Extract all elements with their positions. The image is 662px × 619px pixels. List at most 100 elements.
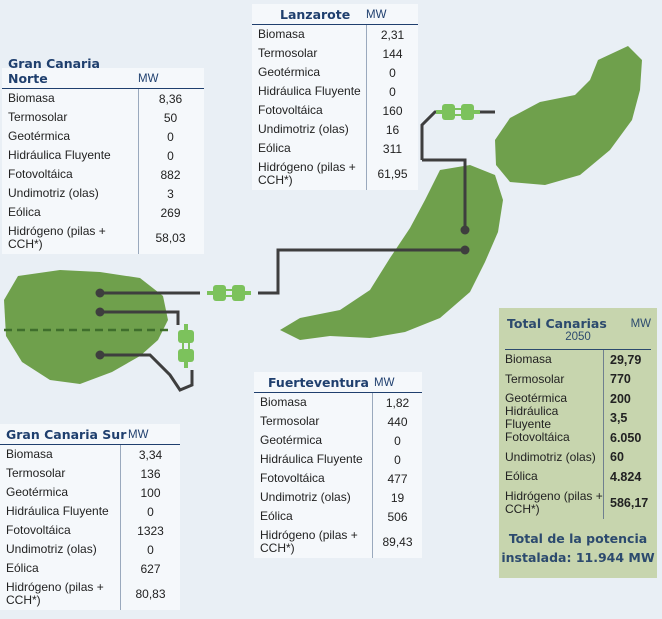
table-row: Biomasa 2,31 xyxy=(252,25,418,44)
row-value: 311 xyxy=(366,139,418,158)
unit-label: MW xyxy=(630,318,651,330)
row-label: Hidrógeno (pilas + CCH*) xyxy=(8,224,106,251)
row-label: Hidrógeno (pilas + CCH*) xyxy=(6,580,104,607)
row-value: 61,95 xyxy=(366,158,418,190)
row-label: Biomasa xyxy=(505,352,552,367)
table-row: Hidrógeno (pilas + CCH*) 586,17 xyxy=(505,486,651,519)
row-label: Fotovoltáica xyxy=(6,523,71,537)
row-label: Biomasa xyxy=(258,27,305,41)
row-label: Hidráulica Fluyente xyxy=(8,148,111,162)
table-total-canarias: Total Canarias MW 2050 Biomasa 29,79 Termos… xyxy=(499,308,657,578)
row-value: 882 xyxy=(138,165,202,184)
table-row: Termosolar 50 xyxy=(2,108,204,127)
table-title: Lanzarote xyxy=(280,7,351,22)
table-row: Hidráulica Fluyente 0 xyxy=(2,146,204,165)
gran-canaria-island xyxy=(4,270,168,384)
row-label: Geotérmica xyxy=(505,391,568,406)
row-value: 6.050 xyxy=(603,428,651,448)
table-row: Hidráulica Fluyente 3,5 xyxy=(505,405,651,431)
row-value: 0 xyxy=(138,127,202,146)
row-label: Geotérmica xyxy=(8,129,71,143)
table-row: Hidrógeno (pilas + CCH*) 80,83 xyxy=(0,578,180,610)
table-gran-canaria-norte: Gran Canaria Norte MW Biomasa 8,36 Termosol… xyxy=(2,56,204,254)
table-title: Fuerteventura xyxy=(268,375,369,390)
table-row: Geotérmica 0 xyxy=(254,431,422,450)
table-row: Eólica 311 xyxy=(252,139,418,158)
table-fuerteventura: Fuerteventura MW Biomasa 1,82 Termosolar 440… xyxy=(254,372,422,558)
row-label: Eólica xyxy=(505,469,538,484)
table-row: Termosolar 770 xyxy=(505,369,651,389)
table-title: Gran Canaria Sur xyxy=(6,427,127,442)
table-gran-canaria-sur: Gran Canaria Sur MW Biomasa 3,34 Termosolar… xyxy=(0,424,180,610)
row-label: Eólica xyxy=(260,509,293,523)
table-row: Biomasa 1,82 xyxy=(254,393,422,412)
row-label: Termosolar xyxy=(505,371,565,386)
table-row: Eólica 269 xyxy=(2,203,204,222)
table-row: Fotovoltáica 160 xyxy=(252,101,418,120)
row-value: 58,03 xyxy=(138,222,202,254)
row-value: 627 xyxy=(120,559,180,578)
row-value: 50 xyxy=(138,108,202,127)
lanzarote-island xyxy=(495,46,642,185)
row-value: 160 xyxy=(366,101,418,120)
table-row: Geotérmica 0 xyxy=(2,127,204,146)
row-label: Undimotriz (olas) xyxy=(258,122,349,136)
row-value: 2,31 xyxy=(366,25,418,44)
row-label: Termosolar xyxy=(260,414,320,428)
row-label: Hidrógeno (pilas + CCH*) xyxy=(505,488,603,516)
row-value: 586,17 xyxy=(603,486,651,519)
row-label: Eólica xyxy=(258,141,291,155)
row-label: Fotovoltáica xyxy=(505,430,570,445)
row-value: 1323 xyxy=(120,521,180,540)
row-value: 4.824 xyxy=(603,467,651,487)
row-value: 0 xyxy=(372,431,422,450)
row-value: 8,36 xyxy=(138,89,202,108)
row-value: 3,5 xyxy=(603,408,651,428)
table-row: Hidráulica Fluyente 0 xyxy=(252,82,418,101)
table-row: Hidráulica Fluyente 0 xyxy=(0,502,180,521)
table-row: Biomasa 3,34 xyxy=(0,445,180,464)
row-value: 89,43 xyxy=(372,526,422,558)
table-row: Eólica 506 xyxy=(254,507,422,526)
table-row: Fotovoltáica 882 xyxy=(2,165,204,184)
table-row: Biomasa 8,36 xyxy=(2,89,204,108)
row-label: Hidráulica Fluyente xyxy=(505,404,559,432)
connector-plug-icon xyxy=(207,285,251,301)
unit-label: MW xyxy=(128,429,149,441)
row-value: 3,34 xyxy=(120,445,180,464)
table-row: Termosolar 440 xyxy=(254,412,422,431)
table-row: Undimotriz (olas) 0 xyxy=(0,540,180,559)
fuerteventura-island xyxy=(280,165,503,340)
row-value: 1,82 xyxy=(372,393,422,412)
row-label: Eólica xyxy=(8,205,41,219)
table-row: Fotovoltáica 477 xyxy=(254,469,422,488)
row-value: 770 xyxy=(603,369,651,389)
year-label: 2050 xyxy=(505,331,651,350)
row-value: 200 xyxy=(603,389,651,409)
row-label: Fotovoltáica xyxy=(258,103,323,117)
row-label: Geotérmica xyxy=(260,433,323,447)
row-value: 19 xyxy=(372,488,422,507)
row-label: Biomasa xyxy=(6,447,53,461)
table-row: Undimotriz (olas) 16 xyxy=(252,120,418,139)
row-value: 477 xyxy=(372,469,422,488)
table-lanzarote: Lanzarote MW Biomasa 2,31 Termosolar 144 Geot… xyxy=(252,4,418,190)
table-title: Gran Canaria Norte xyxy=(8,56,100,86)
row-label: Hidráulica Fluyente xyxy=(6,504,109,518)
row-value: 144 xyxy=(366,44,418,63)
connector-plug-icon xyxy=(178,324,194,368)
row-label: Undimotriz (olas) xyxy=(6,542,97,556)
unit-label: MW xyxy=(374,377,395,389)
row-label: Undimotriz (olas) xyxy=(8,186,99,200)
row-label: Undimotriz (olas) xyxy=(260,490,351,504)
table-row: Biomasa 29,79 xyxy=(505,350,651,370)
table-row: Hidrógeno (pilas + CCH*) 89,43 xyxy=(254,526,422,558)
row-value: 0 xyxy=(366,82,418,101)
table-row: Geotérmica 100 xyxy=(0,483,180,502)
table-row: Geotérmica 200 xyxy=(505,389,651,409)
row-label: Fotovoltáica xyxy=(260,471,325,485)
row-value: 0 xyxy=(138,146,202,165)
connector-plug-icon xyxy=(436,104,480,120)
total-summary: Total de la potencia instalada: 11.944 M… xyxy=(499,519,657,567)
